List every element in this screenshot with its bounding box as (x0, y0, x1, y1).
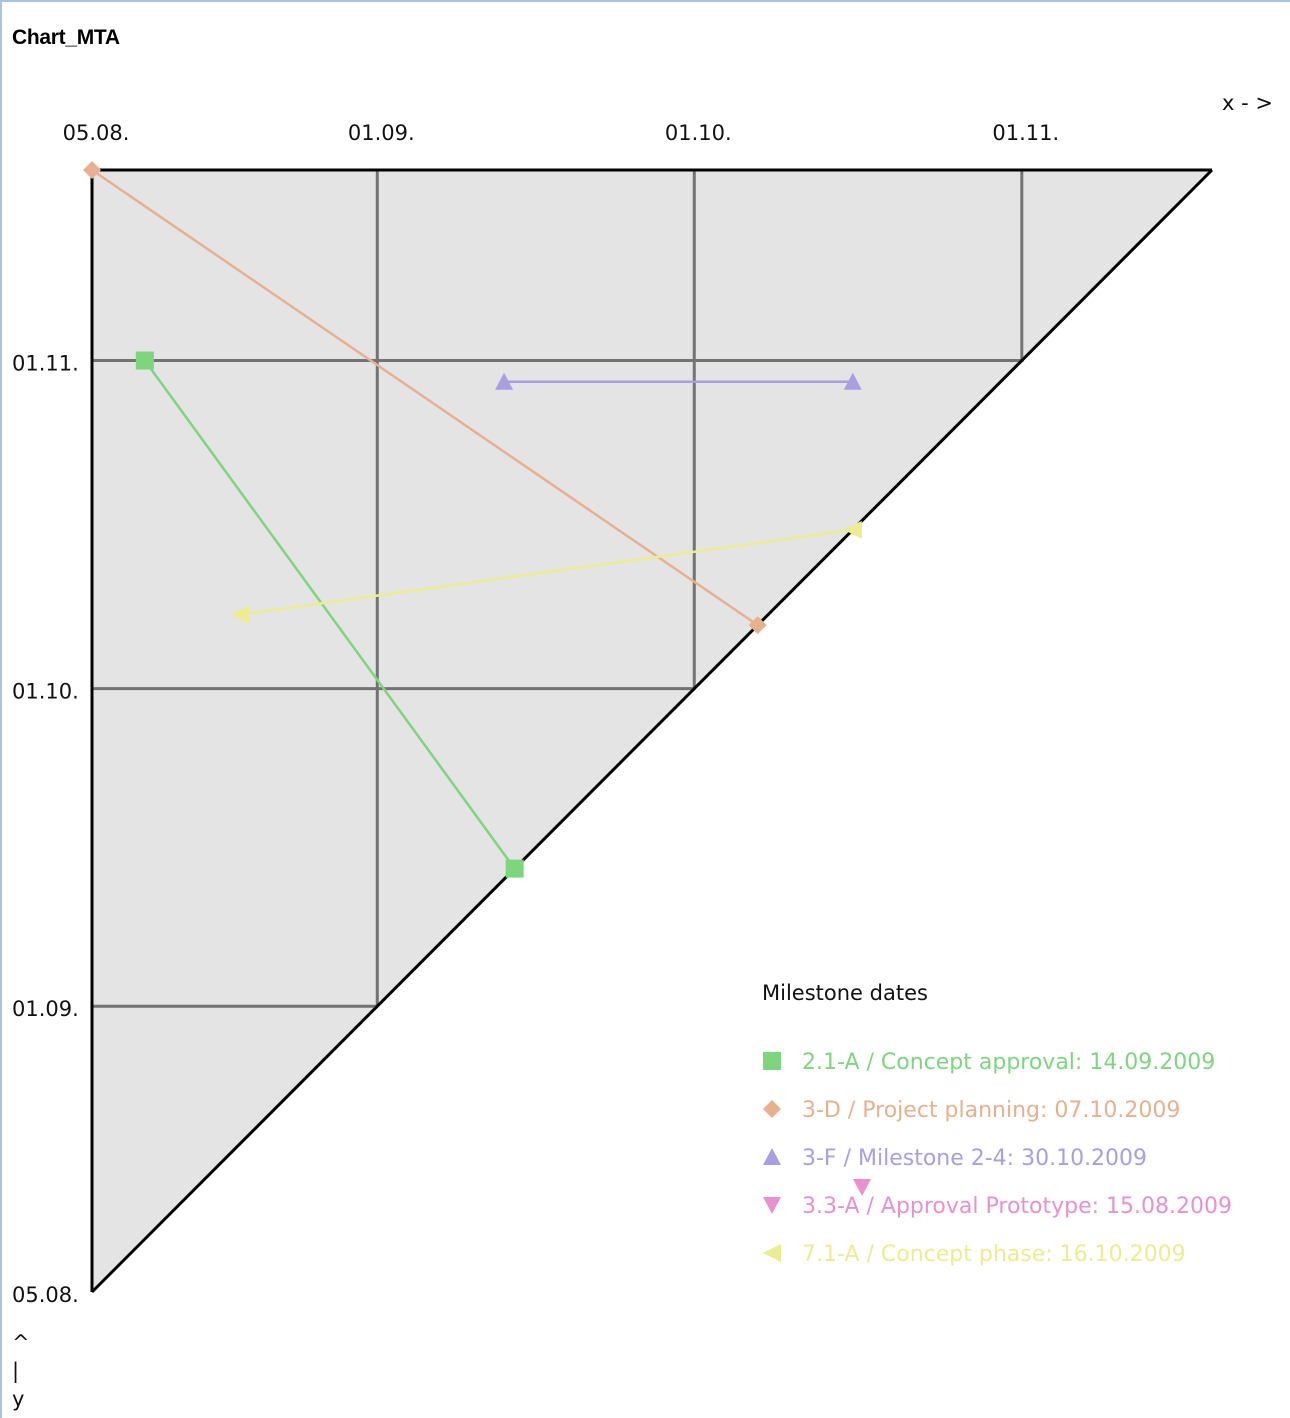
data-point (495, 372, 514, 390)
data-point (135, 351, 154, 370)
series-line (91, 168, 759, 627)
x-tick-label: 05.08. (63, 121, 130, 145)
chart-title: Chart_MTA (12, 26, 120, 49)
legend-marker (763, 1197, 781, 1214)
x-tick-label: 01.09. (348, 121, 415, 145)
approval-prototype-marker (853, 1179, 871, 1196)
y-tick-label: 01.09. (12, 997, 79, 1021)
data-point (83, 161, 101, 179)
data-point (230, 605, 249, 624)
y-tick-label: 05.08. (12, 1283, 79, 1307)
y-axis-label: ^ (12, 1331, 30, 1355)
y-tick-label: 01.10. (12, 680, 79, 704)
legend-marker (763, 1148, 781, 1165)
legend-title: Milestone dates (762, 981, 928, 1005)
legend-marker (763, 1244, 781, 1262)
data-point (505, 859, 524, 878)
legend-entry: 3-D / Project planning: 07.10.2009 (802, 1098, 1180, 1123)
x-axis-label: x - > (1222, 91, 1273, 115)
series-line (239, 528, 853, 616)
x-tick-label: 01.10. (665, 121, 732, 145)
data-point (748, 616, 767, 635)
legend-entry: 2.1-A / Concept approval: 14.09.2009 (802, 1050, 1215, 1075)
legend-entry: 7.1-A / Concept phase: 16.10.2009 (802, 1242, 1186, 1267)
y-axis-label: | (12, 1359, 19, 1384)
legend-entry: 3-F / Milestone 2-4: 30.10.2009 (802, 1146, 1147, 1171)
legend-entry: 3.3-A / Approval Prototype: 15.08.2009 (802, 1194, 1232, 1219)
legend-marker (763, 1052, 781, 1070)
diagonal-line (90, 168, 1214, 1294)
data-point (843, 520, 862, 539)
x-tick-label: 01.11. (992, 121, 1059, 145)
series-line (143, 359, 516, 870)
y-tick-label: 01.11. (12, 352, 79, 376)
y-axis-label: y (12, 1387, 24, 1411)
data-point (843, 372, 862, 390)
legend-marker (763, 1100, 781, 1118)
